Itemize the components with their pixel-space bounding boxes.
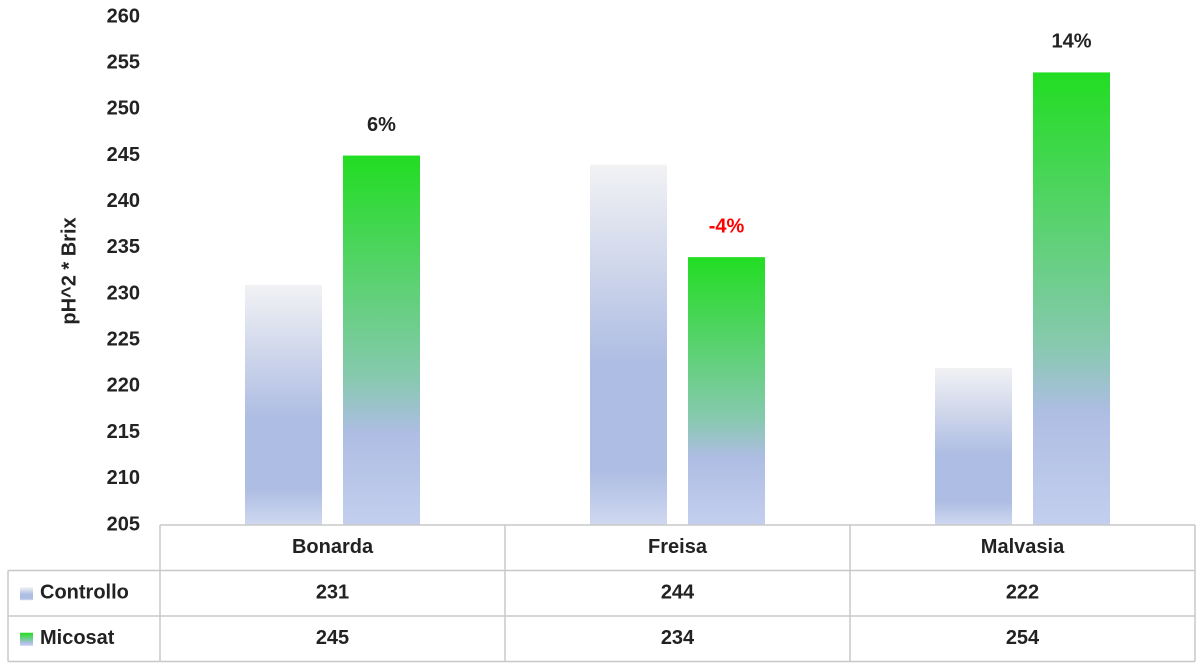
table-value: 231 — [316, 582, 349, 604]
y-tick-label: 240 — [107, 190, 140, 212]
table-value: 234 — [661, 627, 695, 649]
change-label: -4% — [709, 215, 745, 237]
x-tick-label: Freisa — [648, 536, 708, 558]
y-tick-label: 215 — [107, 421, 140, 443]
bar — [688, 257, 765, 525]
y-tick-label: 245 — [107, 144, 140, 166]
table-value: 244 — [661, 582, 695, 604]
legend-swatch — [20, 587, 33, 601]
y-tick-label: 225 — [107, 329, 140, 351]
bar — [1033, 72, 1110, 525]
y-tick-label: 210 — [107, 467, 140, 489]
change-label: 6% — [367, 114, 396, 136]
y-tick-label: 260 — [107, 5, 140, 27]
y-tick-label: 235 — [107, 236, 140, 258]
table-value: 222 — [1006, 582, 1039, 604]
bar — [935, 367, 1012, 525]
legend-label: Micosat — [40, 627, 115, 649]
x-tick-label: Bonarda — [292, 536, 374, 558]
y-tick-label: 250 — [107, 98, 140, 120]
y-tick-label: 255 — [107, 51, 140, 73]
y-tick-label: 205 — [107, 513, 140, 535]
y-axis-label: pH^2 * Brix — [58, 217, 80, 324]
y-tick-label: 220 — [107, 375, 140, 397]
y-tick-label: 230 — [107, 282, 140, 304]
change-label: 14% — [1051, 31, 1091, 53]
x-tick-label: Malvasia — [981, 536, 1065, 558]
bar — [245, 284, 322, 525]
table-value: 245 — [316, 627, 349, 649]
bar — [343, 155, 420, 525]
legend-label: Controllo — [40, 582, 129, 604]
table-value: 254 — [1006, 627, 1040, 649]
bar — [590, 164, 667, 526]
legend-swatch — [20, 632, 33, 646]
